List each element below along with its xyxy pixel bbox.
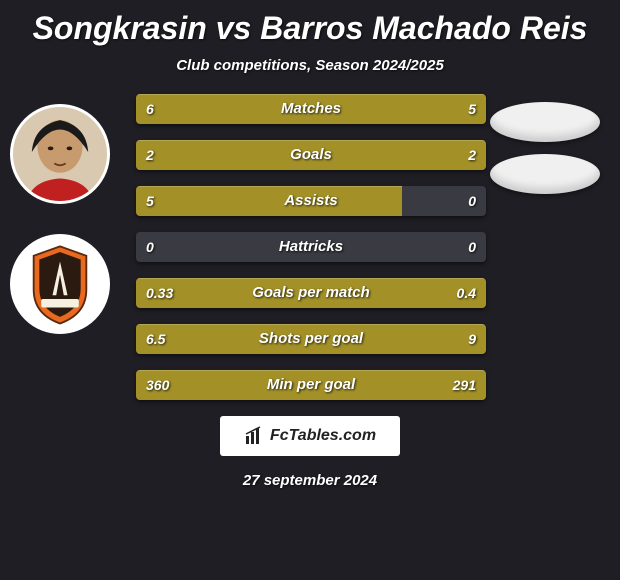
stat-bars: 65Matches 22Goals 50Assists 00Hattricks 0.33… — [136, 94, 486, 400]
stat-label: Goals per match — [136, 278, 486, 308]
stat-row: 50Assists — [136, 186, 486, 216]
stat-label: Matches — [136, 94, 486, 124]
bars-icon — [244, 426, 264, 446]
club-badge-icon — [13, 237, 107, 331]
stat-row: 0.330.4Goals per match — [136, 278, 486, 308]
stat-row: 65Matches — [136, 94, 486, 124]
player-silhouette-icon — [13, 107, 107, 201]
date-text: 27 september 2024 — [0, 472, 620, 489]
player2-avatar-placeholder — [490, 102, 600, 142]
subtitle: Club competitions, Season 2024/2025 — [0, 57, 620, 74]
comparison-content: 65Matches 22Goals 50Assists 00Hattricks 0.33… — [0, 94, 620, 400]
stat-row: 22Goals — [136, 140, 486, 170]
stat-label: Goals — [136, 140, 486, 170]
player1-avatar — [10, 104, 110, 204]
brand-text: FcTables.com — [270, 427, 376, 445]
player2-club-placeholder — [490, 154, 600, 194]
stat-row: 00Hattricks — [136, 232, 486, 262]
stat-label: Shots per goal — [136, 324, 486, 354]
stat-row: 6.59Shots per goal — [136, 324, 486, 354]
player1-club-badge — [10, 234, 110, 334]
stat-label: Assists — [136, 186, 486, 216]
page-title: Songkrasin vs Barros Machado Reis — [0, 0, 620, 47]
brand-badge[interactable]: FcTables.com — [220, 416, 400, 456]
stat-label: Hattricks — [136, 232, 486, 262]
stat-label: Min per goal — [136, 370, 486, 400]
stat-row: 360291Min per goal — [136, 370, 486, 400]
